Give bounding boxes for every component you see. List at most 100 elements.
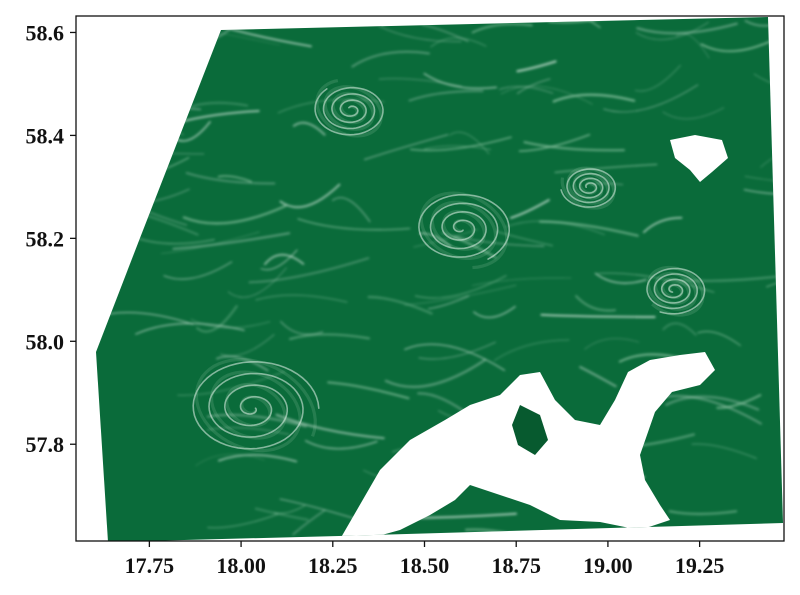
eddy-arm-halo: [419, 191, 509, 270]
plot-frame: [75, 15, 785, 542]
bloom-streak: [297, 218, 411, 231]
bloom-streak: [603, 84, 699, 113]
x-tick-label: 19.00: [583, 553, 633, 578]
bloom-streak: [292, 121, 326, 136]
bloom-streak: [493, 339, 570, 362]
bloom-streak: [634, 64, 681, 92]
bloom-streak: [679, 274, 783, 282]
x-tick-label: 18.50: [400, 553, 450, 578]
bloom-streak: [662, 107, 725, 120]
bloom-streak: [185, 172, 276, 185]
bloom-streak: [404, 343, 506, 371]
bloom-streak: [254, 507, 309, 521]
bloom-streak: [351, 50, 430, 68]
bloom-streak: [753, 73, 783, 95]
bloom-streak: [408, 90, 484, 102]
bloom-streak: [384, 358, 486, 388]
bloom-streak: [195, 453, 265, 467]
bloom-streak: [510, 199, 550, 219]
bloom-streak: [196, 305, 238, 333]
bloom-streak: [263, 253, 305, 266]
land-inner: [512, 405, 548, 455]
bloom-streak: [207, 513, 279, 529]
bloom-streak: [539, 220, 639, 237]
bloom-streak: [292, 509, 326, 536]
bloom-streak: [217, 454, 298, 463]
eddy-layer: [192, 79, 706, 453]
y-tick-label: 58.2: [26, 226, 65, 251]
bloom-streak: [584, 338, 640, 350]
eddy-swirl: [192, 358, 320, 453]
bloom-streak: [516, 78, 551, 95]
eddy-arm: [560, 168, 617, 208]
eddy-swirl: [646, 265, 706, 317]
bloom-streak: [691, 443, 757, 459]
x-axis: 17.75 18.00 18.25 18.50 18.75 19.00 19.25: [125, 541, 725, 578]
y-tick-label: 57.8: [26, 432, 65, 457]
bloom-streak: [418, 341, 496, 360]
bloom-streak: [410, 136, 512, 152]
bloom-streak: [668, 510, 738, 516]
plot-area: [76, 16, 784, 541]
bloom-streak: [744, 175, 783, 186]
bloom-streak: [227, 267, 287, 298]
bloom-streak: [279, 183, 341, 209]
bloom-streak: [697, 330, 741, 347]
bloom-streak: [248, 257, 370, 284]
bloom-streak: [216, 355, 269, 372]
bloom-streak: [414, 275, 507, 299]
bloom-streak: [177, 370, 286, 396]
bloom-streak: [642, 216, 683, 234]
bloom-streak: [428, 295, 470, 310]
bloom-streak: [516, 60, 557, 73]
bloom-streak: [594, 272, 647, 284]
eddy-arm-halo: [560, 166, 616, 210]
x-tick-label: 19.25: [675, 553, 725, 578]
eddy-arm-halo: [646, 265, 705, 317]
eddy-arm: [418, 193, 511, 260]
x-tick-label: 18.75: [491, 553, 541, 578]
eddy-arm-halo: [194, 358, 317, 453]
bloom-streak: [552, 93, 636, 103]
y-tick-label: 58.6: [26, 20, 65, 45]
y-axis: 57.8 58.0 58.2 58.4 58.6: [26, 20, 76, 457]
bloom-streak: [206, 413, 307, 428]
eddy-arm: [314, 86, 384, 136]
bloom-streak: [378, 78, 462, 87]
bloom-streak: [304, 440, 378, 450]
bloom-streak: [575, 295, 617, 312]
bloom-streak: [404, 284, 517, 306]
bloom-streak: [413, 228, 479, 248]
bloom-streak: [423, 72, 498, 90]
bloom-streak: [331, 196, 371, 223]
bloom-streak: [716, 394, 762, 409]
bloom-streak: [430, 37, 487, 48]
bloom-streak: [636, 22, 738, 35]
eddy-swirl: [418, 191, 511, 270]
bloom-streak: [421, 23, 469, 43]
bloom-streak: [289, 333, 370, 340]
bloom-streak: [363, 134, 449, 161]
bloom-streak: [495, 230, 554, 247]
y-tick-label: 58.4: [26, 123, 65, 148]
bloom-streak: [217, 175, 252, 183]
eddy-swirl: [560, 166, 617, 210]
satellite-swath: [96, 17, 783, 541]
bloom-streak: [441, 232, 545, 247]
bloom-streak: [191, 101, 249, 108]
bloom-streak: [554, 163, 658, 173]
bloom-streak: [743, 188, 783, 196]
bloom-streak: [662, 322, 697, 336]
eddy-arm: [646, 267, 706, 315]
bloom-streak: [579, 365, 617, 388]
bloom-streak: [182, 204, 287, 225]
bloom-streak: [327, 381, 410, 400]
bloom-streak: [471, 23, 533, 34]
bloom-streak: [473, 305, 516, 319]
bloom-streak: [498, 86, 554, 94]
bloom-streak: [367, 295, 433, 315]
bloom-streak: [500, 85, 593, 105]
bloom-streak: [220, 334, 275, 357]
